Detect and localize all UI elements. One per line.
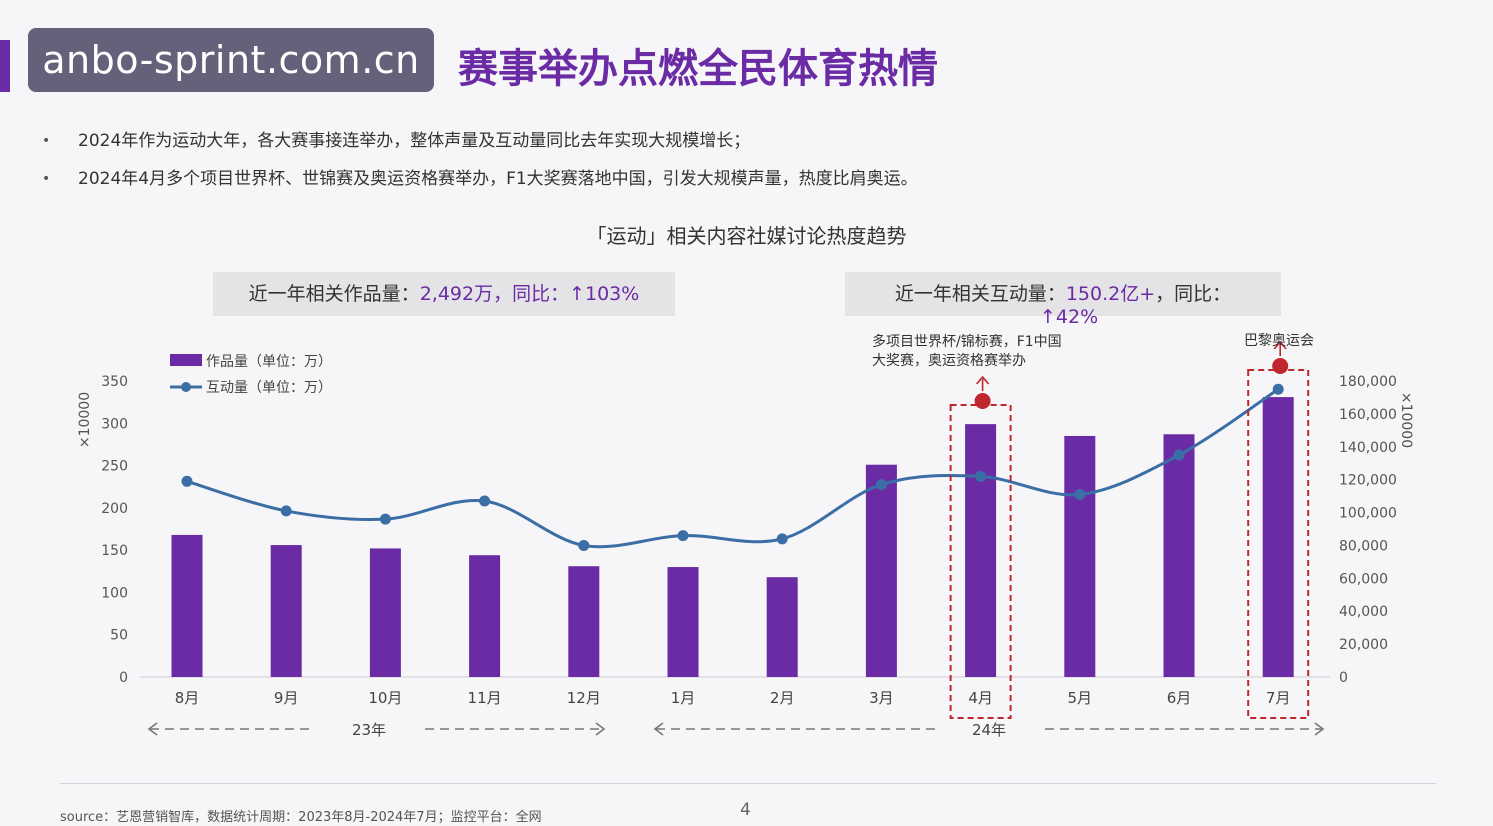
year-arrow-24-left — [653, 722, 664, 736]
x-tick-label: 2月 — [770, 689, 795, 707]
y-left-tick-label: 200 — [101, 501, 128, 517]
y-right-tick-label: 80,000 — [1339, 538, 1388, 554]
stat-interactions-suffix: ，同比： — [1155, 283, 1232, 305]
stat-interactions-growth: ↑42% — [1040, 306, 1099, 328]
bar-10月 — [369, 548, 401, 677]
y-right-tick-label: 0 — [1339, 670, 1348, 686]
legend-label-works: 作品量（单位：万） — [206, 354, 332, 370]
bar-3月 — [865, 464, 897, 677]
bar-1月 — [667, 567, 699, 677]
page-number: 4 — [740, 800, 751, 820]
year-arrow-24-right — [1314, 722, 1325, 736]
page-title: 赛事举办点燃全民体育热情 — [458, 46, 938, 92]
bar-4月 — [965, 424, 997, 677]
stat-interactions-value: 150.2亿+ — [1065, 283, 1156, 305]
x-tick-label: 6月 — [1167, 689, 1192, 707]
y-left-tick-label: 350 — [101, 374, 128, 390]
bar-12月 — [568, 566, 600, 677]
year-label-23: 23年 — [352, 721, 386, 739]
y-right-tick-label: 100,000 — [1339, 506, 1397, 522]
stat-box-works: 近一年相关作品量：2,492万，同比：↑103% — [213, 272, 675, 316]
y-right-tick-label: 120,000 — [1339, 473, 1397, 489]
annotation-text-4月: 大奖赛，奥运资格赛举办 — [872, 352, 1026, 369]
y-right-tick-label: 20,000 — [1339, 637, 1388, 653]
y-left-axis-label: ×10000 — [77, 392, 93, 448]
y-right-axis-label: ×10000 — [1398, 392, 1414, 448]
highlight-arrow-head — [1273, 340, 1287, 350]
x-tick-label: 3月 — [869, 689, 894, 707]
y-right-tick-label: 60,000 — [1339, 571, 1388, 587]
stat-works-label: 近一年相关作品量： — [248, 283, 420, 305]
bar-6月 — [1163, 434, 1195, 677]
bullet-list: 2024年作为运动大年，各大赛事接连举办，整体声量及互动量同比去年实现大规模增长… — [42, 122, 918, 198]
line-point-8月 — [181, 475, 193, 487]
line-point-6月 — [1173, 449, 1185, 461]
y-left-tick-label: 100 — [101, 585, 128, 601]
legend-label-interactions: 互动量（单位：万） — [206, 380, 332, 396]
y-left-tick-label: 150 — [101, 543, 128, 559]
line-point-12月 — [578, 539, 590, 551]
highlight-arrow-head — [975, 375, 990, 385]
legend-swatch-bar — [170, 354, 202, 366]
x-tick-label: 7月 — [1266, 689, 1291, 707]
bar-2月 — [766, 577, 798, 677]
bar-9月 — [270, 545, 302, 677]
x-tick-label: 9月 — [274, 689, 299, 707]
legend-swatch-line-marker — [181, 382, 191, 392]
year-arrow-23-right — [595, 722, 606, 736]
x-tick-label: 12月 — [567, 689, 601, 707]
annotation-text-7月: 巴黎奥运会 — [1244, 332, 1314, 349]
chart-title: 「运动」相关内容社媒讨论热度趋势 — [586, 224, 907, 248]
y-left-tick-label: 300 — [101, 416, 128, 432]
x-tick-label: 4月 — [968, 689, 993, 707]
line-point-10月 — [379, 513, 391, 525]
x-tick-label: 8月 — [175, 689, 200, 707]
bullet-item: 2024年4月多个项目世界杯、世锦赛及奥运资格赛举办，F1大奖赛落地中国，引发大… — [42, 160, 918, 198]
x-tick-label: 11月 — [468, 689, 502, 707]
line-point-1月 — [677, 530, 689, 542]
series-line-interactions — [186, 387, 1280, 549]
footer-divider — [60, 783, 1436, 784]
line-point-11月 — [479, 495, 491, 507]
y-right-tick-label: 160,000 — [1339, 407, 1397, 423]
line-point-2月 — [776, 533, 788, 545]
title-accent-bar — [0, 40, 10, 92]
x-tick-label: 1月 — [671, 689, 696, 707]
stat-interactions-label: 近一年相关互动量： — [894, 283, 1066, 305]
y-left-tick-label: 50 — [110, 628, 128, 644]
highlight-marker-7月 — [1272, 358, 1289, 374]
x-tick-label: 10月 — [368, 689, 402, 707]
highlight-marker-4月 — [974, 393, 991, 409]
line-point-4月 — [975, 470, 987, 482]
bar-5月 — [1064, 435, 1096, 677]
y-left-tick-label: 250 — [101, 459, 128, 475]
stat-box-interactions: 近一年相关互动量：150.2亿+，同比： — [845, 272, 1281, 316]
bullet-item: 2024年作为运动大年，各大赛事接连举办，整体声量及互动量同比去年实现大规模增长… — [42, 122, 918, 160]
year-arrow-23-left — [147, 722, 158, 736]
y-right-tick-label: 140,000 — [1339, 440, 1397, 456]
watermark-overlay: anbo-sprint.com.cn — [28, 28, 434, 92]
line-point-3月 — [875, 479, 887, 491]
y-left-tick-label: 0 — [119, 670, 128, 686]
stat-works-value: 2,492万，同比：↑103% — [419, 283, 640, 305]
y-right-tick-label: 180,000 — [1339, 374, 1397, 390]
source-note: source：艺恩营销智库，数据统计周期：2023年8月-2024年7月；监控平… — [60, 810, 542, 825]
annotation-text-4月: 多项目世界杯/锦标赛，F1中国 — [872, 333, 1062, 350]
bar-11月 — [469, 555, 501, 677]
x-tick-label: 5月 — [1068, 689, 1093, 707]
year-label-24: 24年 — [972, 721, 1006, 739]
line-point-5月 — [1074, 488, 1086, 500]
line-point-7月 — [1272, 383, 1284, 395]
y-right-tick-label: 40,000 — [1339, 604, 1388, 620]
bar-7月 — [1262, 397, 1294, 677]
bar-8月 — [171, 534, 203, 677]
line-point-9月 — [280, 505, 292, 517]
